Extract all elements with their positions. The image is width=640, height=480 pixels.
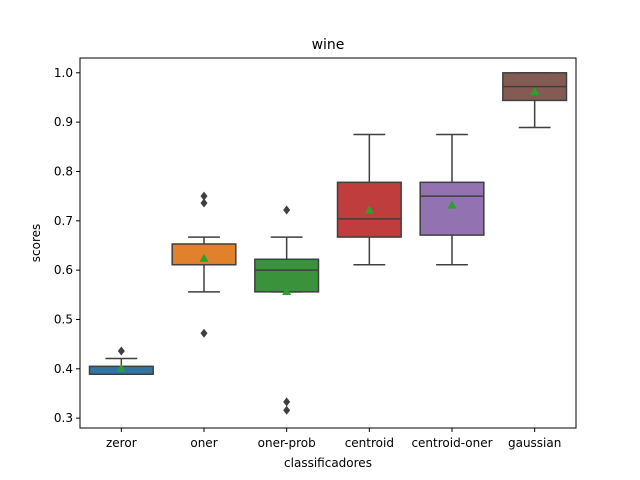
flier-point [283,405,291,415]
box-body [254,258,320,293]
mean-marker [282,286,292,295]
y-tick-label: 0.9 [54,115,73,129]
box-zeror [88,346,154,375]
mean-marker [530,87,540,96]
y-axis-label: scores [29,224,43,263]
y-tick-label: 0.7 [54,214,73,228]
y-tick-label: 0.4 [54,362,73,376]
box-body [419,181,485,236]
y-axis: 0.3 0.4 0.5 0.6 0.7 0.8 0.9 1.0 [54,66,80,425]
chart-title: wine [312,37,345,53]
mean-marker [116,363,126,372]
y-tick-label: 0.3 [54,411,73,425]
box-centroid [336,133,402,266]
x-tick-label: oner [190,436,217,450]
x-tick-label: oner-prob [258,436,316,450]
flier-point [117,346,125,356]
y-tick-label: 1.0 [54,66,73,80]
mean-marker [199,253,209,262]
flier-point [283,205,291,215]
box-gaussian [502,72,568,129]
box-centroid-oner [419,133,485,266]
y-tick-label: 0.6 [54,263,73,277]
flier-point [200,191,208,201]
mean-marker [447,200,457,209]
y-tick-label: 0.8 [54,164,73,178]
x-axis-label: classificadores [284,456,372,470]
x-tick-label: centroid-oner [411,436,492,450]
flier-point [200,198,208,208]
boxes-group [88,72,568,415]
flier-point [283,397,291,407]
x-tick-label: gaussian [508,436,561,450]
x-tick-label: zeror [106,436,137,450]
mean-marker [364,205,374,214]
x-axis: zeror oner oner-prob centroid centroid-oner g… [106,428,561,450]
flier-point [200,328,208,338]
x-tick-label: centroid [345,436,394,450]
plot-frame [79,57,577,429]
box-oner [171,191,237,338]
box-oner-prob [254,205,320,415]
y-tick-label: 0.5 [54,312,73,326]
